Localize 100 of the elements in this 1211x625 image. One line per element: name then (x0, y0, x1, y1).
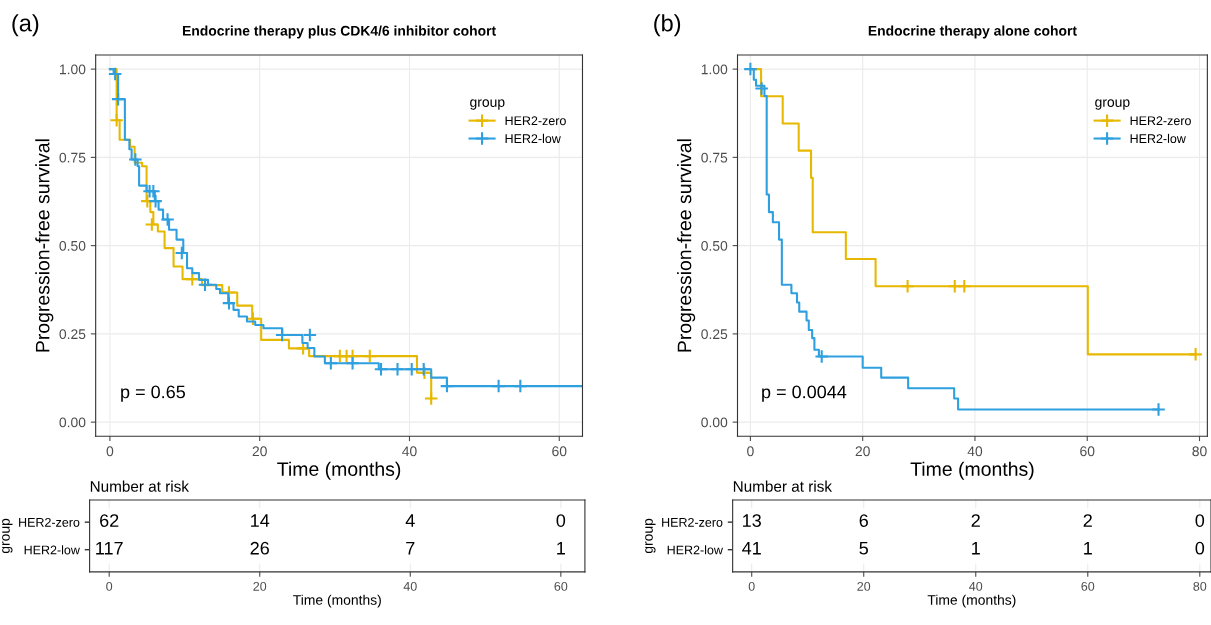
x-tick-label: 60 (1081, 581, 1095, 591)
y-tick-label: 1.00 (701, 64, 728, 75)
data-label: 1 (557, 542, 565, 555)
x-tick-label: 40 (967, 446, 983, 457)
point (221, 295, 237, 311)
point (184, 271, 200, 287)
y-tick-label: 0.25 (701, 329, 728, 340)
point (302, 327, 318, 343)
y-tick-label: 1.00 (59, 64, 86, 75)
point (144, 217, 160, 232)
x-axis-title: Time (months) (293, 594, 381, 608)
chart-title: Endocrine therapy alone cohort (868, 25, 1077, 39)
x-tick-label: 0 (106, 581, 113, 591)
chart-title: Endocrine therapy plus CDK4/6 inhibitor cohort (182, 25, 496, 39)
point (174, 245, 190, 261)
data-label: 0 (1195, 514, 1205, 527)
point (110, 91, 126, 107)
y-tick-label: HER2-zero (662, 517, 723, 527)
y-tick-label: 0.00 (701, 417, 728, 428)
legend-label: HER2-zero (1130, 116, 1191, 126)
data-label: 13 (743, 514, 761, 527)
data-label: 0 (556, 514, 566, 527)
point (404, 361, 420, 377)
legend-label: HER2-low (505, 133, 561, 144)
y-tick-label: 0.75 (701, 152, 728, 163)
y-tick-label: 0.00 (59, 417, 86, 428)
legend-label: HER2-low (1130, 133, 1186, 144)
x-axis-title: Time (months) (910, 461, 1034, 480)
x-tick-label: 20 (252, 446, 267, 457)
y-tick-label: 0.50 (701, 240, 728, 251)
annotation: p = 0.65 (121, 385, 186, 402)
data-label: 2 (1083, 514, 1092, 527)
x-tick-label: 20 (857, 581, 871, 591)
point (197, 277, 213, 293)
point (439, 378, 455, 394)
text: (b) (654, 14, 681, 37)
x-axis-title: Time (months) (277, 461, 401, 480)
point (107, 66, 123, 82)
point (900, 278, 915, 294)
point (416, 361, 431, 377)
x-tick-label: 0 (748, 581, 755, 591)
x-tick-label: 0 (106, 446, 114, 457)
y-tick-label: 0.75 (59, 152, 86, 163)
y-axis-title: Progression-free survival (35, 139, 54, 352)
x-tick-label: 80 (1192, 446, 1207, 457)
point (109, 113, 124, 128)
y-tick-label: HER2-zero (19, 517, 80, 527)
data-label: 6 (859, 514, 868, 527)
point (148, 193, 163, 209)
x-axis-title: Time (months) (927, 594, 1016, 608)
data-label: 117 (96, 542, 123, 555)
data-label: 7 (406, 542, 415, 555)
point (513, 378, 528, 394)
point (345, 355, 360, 371)
point (373, 361, 389, 377)
x-tick-label: 40 (402, 446, 417, 457)
legend-label: HER2-zero (505, 116, 566, 126)
annotation: p = 0.0044 (762, 385, 847, 402)
data-label: 5 (859, 542, 868, 555)
point (814, 349, 829, 364)
y-tick-label: HER2-low (667, 545, 723, 555)
point (754, 81, 769, 96)
x-tick-label: 60 (1080, 446, 1095, 457)
point (957, 278, 972, 294)
x-tick-label: 20 (855, 446, 870, 457)
point (491, 378, 506, 394)
x-tick-label: 40 (969, 581, 983, 591)
data-label: 1 (1084, 542, 1092, 555)
x-tick-label: 40 (403, 581, 417, 591)
data-label: 26 (250, 541, 269, 555)
legend-title: group (470, 99, 505, 110)
point (323, 355, 339, 371)
y-tick-label: 0.25 (59, 329, 86, 340)
point (362, 348, 378, 364)
y-axis-title: group (2, 518, 13, 554)
chart-title: Number at risk (733, 480, 832, 492)
data-label: 41 (742, 542, 761, 555)
x-tick-label: 60 (552, 446, 567, 457)
point (1188, 347, 1203, 362)
data-label: 0 (1195, 541, 1205, 555)
data-label: 62 (100, 514, 119, 527)
legend-title: group (1095, 99, 1130, 110)
chart-title: Number at risk (90, 480, 189, 492)
x-tick-label: 80 (1193, 581, 1207, 591)
y-axis-title: group (645, 518, 656, 554)
x-tick-label: 20 (253, 581, 267, 591)
point (423, 391, 439, 406)
point (128, 152, 143, 167)
text: (a) (12, 14, 39, 37)
point (743, 61, 758, 77)
data-label: 14 (251, 514, 270, 527)
point (146, 183, 161, 199)
point (390, 361, 405, 377)
y-tick-label: HER2-low (24, 545, 80, 555)
data-label: 2 (971, 514, 980, 527)
point (417, 365, 432, 380)
y-tick-label: 0.50 (59, 240, 86, 251)
point (1151, 402, 1166, 417)
x-tick-label: 60 (554, 581, 568, 591)
data-label: 4 (405, 514, 415, 527)
